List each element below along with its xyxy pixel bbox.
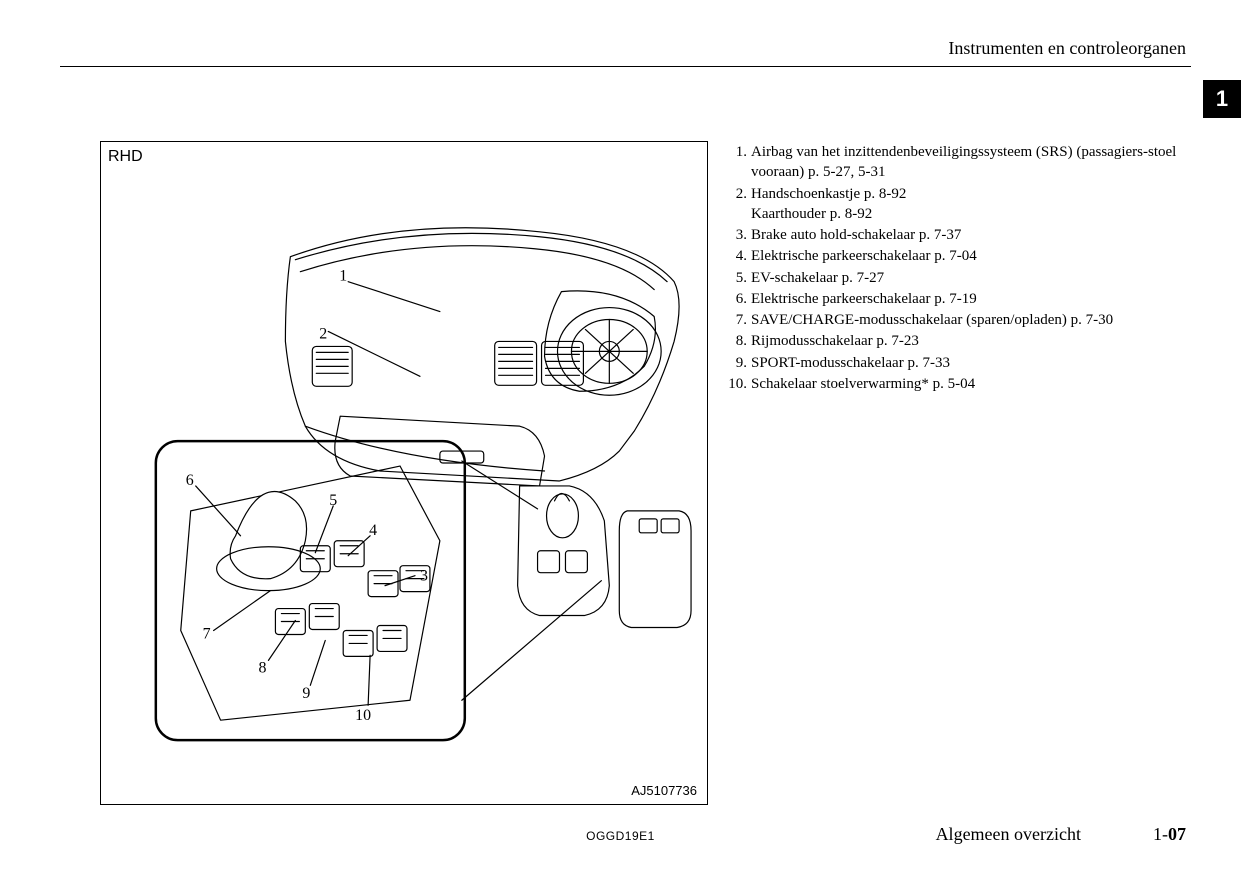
manual-page: Instrumenten en controleorganen 1 RHD bbox=[0, 0, 1241, 875]
callout-item-text: Elektrische parkeerschakelaar p. 7-04 bbox=[751, 248, 977, 264]
callout-num-2: 2 bbox=[319, 325, 327, 342]
chapter-tab: 1 bbox=[1203, 80, 1241, 118]
footer-page-number: 1-07 bbox=[1153, 824, 1186, 845]
callout-item: 10.Schakelaar stoelverwarming* p. 5-04 bbox=[725, 374, 1177, 394]
callout-item-text: SPORT-modusschakelaar p. 7-33 bbox=[751, 355, 950, 371]
callout-item-text: EV-schakelaar p. 7-27 bbox=[751, 270, 884, 286]
callout-item-text: Airbag van het inzittendenbeveiligingssy… bbox=[751, 144, 1176, 180]
callout-item-text: Brake auto hold-schakelaar p. 7-37 bbox=[751, 227, 961, 243]
callout-item: 4.Elektrische parkeerschakelaar p. 7-04 bbox=[725, 246, 1177, 266]
callout-item-number: 8. bbox=[725, 331, 747, 351]
callout-item: 5.EV-schakelaar p. 7-27 bbox=[725, 268, 1177, 288]
callout-item-text: Elektrische parkeerschakelaar p. 7-19 bbox=[751, 291, 977, 307]
callout-num-6: 6 bbox=[186, 472, 194, 489]
callout-item: 8.Rijmodusschakelaar p. 7-23 bbox=[725, 331, 1177, 351]
callout-item: 1.Airbag van het inzittendenbeveiligings… bbox=[725, 142, 1177, 183]
header-title: Instrumenten en controleorganen bbox=[948, 38, 1186, 59]
callout-item: 6.Elektrische parkeerschakelaar p. 7-19 bbox=[725, 289, 1177, 309]
callout-item-number: 4. bbox=[725, 246, 747, 266]
callout-item-text: Handschoenkastje p. 8-92 bbox=[751, 186, 906, 202]
callout-num-9: 9 bbox=[302, 685, 310, 702]
diagram-frame: RHD bbox=[100, 141, 708, 805]
callout-item-number: 1. bbox=[725, 142, 747, 162]
footer-section-title: Algemeen overzicht bbox=[936, 824, 1081, 845]
callout-item-number: 2. bbox=[725, 184, 747, 204]
callout-item: 3.Brake auto hold-schakelaar p. 7-37 bbox=[725, 225, 1177, 245]
callout-item-number: 7. bbox=[725, 310, 747, 330]
callout-item: 7.SAVE/CHARGE-modusschakelaar (sparen/op… bbox=[725, 310, 1177, 330]
callout-num-3: 3 bbox=[420, 568, 428, 585]
footer-page-section: 1- bbox=[1153, 824, 1168, 844]
callout-item: 9.SPORT-modusschakelaar p. 7-33 bbox=[725, 353, 1177, 373]
callout-item-number: 6. bbox=[725, 289, 747, 309]
callout-item-text: Schakelaar stoelverwarming* p. 5-04 bbox=[751, 376, 975, 392]
callout-num-8: 8 bbox=[258, 659, 266, 676]
callout-item-number: 10. bbox=[725, 374, 747, 394]
callout-item: 2.Handschoenkastje p. 8-92 Kaarthouder p.… bbox=[725, 184, 1177, 225]
dashboard-diagram: 1 2 3 4 5 6 7 8 9 10 bbox=[101, 142, 707, 804]
header-rule bbox=[60, 66, 1191, 67]
callout-item-text: Rijmodusschakelaar p. 7-23 bbox=[751, 333, 919, 349]
callout-list: 1.Airbag van het inzittendenbeveiligings… bbox=[725, 142, 1177, 395]
callout-num-1: 1 bbox=[339, 268, 347, 285]
diagram-image-code: AJ5107736 bbox=[631, 783, 697, 798]
callout-item-subtext: Kaarthouder p. 8-92 bbox=[751, 204, 1177, 224]
callout-item-number: 9. bbox=[725, 353, 747, 373]
callout-num-5: 5 bbox=[329, 492, 337, 509]
callout-num-7: 7 bbox=[203, 625, 211, 642]
callout-item-number: 3. bbox=[725, 225, 747, 245]
callout-item-text: SAVE/CHARGE-modusschakelaar (sparen/opla… bbox=[751, 312, 1113, 328]
callout-num-4: 4 bbox=[369, 522, 377, 539]
callout-num-10: 10 bbox=[355, 707, 371, 724]
callout-item-number: 5. bbox=[725, 268, 747, 288]
footer-page-num: 07 bbox=[1168, 824, 1186, 844]
